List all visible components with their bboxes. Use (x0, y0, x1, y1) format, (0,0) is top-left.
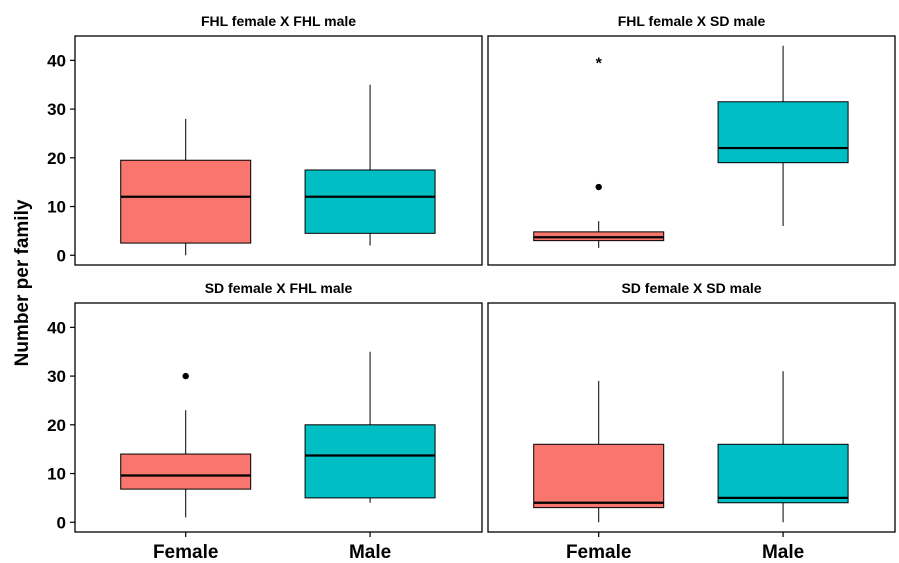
box-female (120, 453, 252, 490)
panel-title: SD female X SD male (621, 280, 761, 296)
y-tick-label: 40 (47, 318, 66, 337)
outlier-star: * (596, 55, 603, 72)
panel-title: FHL female X SD male (618, 13, 766, 29)
y-tick-label: 0 (57, 246, 66, 265)
facet-panel: SD female X FHL male 0 10 20 30 40 Female Male (47, 280, 483, 563)
box-male (717, 101, 849, 164)
panel-title: FHL female X FHL male (201, 13, 356, 29)
x-tick-label: Male (349, 542, 391, 563)
facet-panel: FHL female X SD male * (487, 13, 896, 266)
box-female (120, 159, 252, 244)
y-tick-label: 10 (47, 465, 66, 484)
y-tick-label: 40 (47, 51, 66, 70)
y-tick-label: 20 (47, 416, 66, 435)
x-tick-label: Female (153, 542, 218, 563)
y-tick-label: 30 (47, 100, 66, 119)
box-male (717, 443, 849, 504)
facet-panel: FHL female X FHL male 0 10 20 30 40 (47, 13, 483, 266)
y-axis-label: Number per family (12, 199, 33, 366)
panel-title: SD female X FHL male (205, 280, 353, 296)
y-tick-label: 10 (47, 198, 66, 217)
x-tick-label: Female (566, 542, 631, 563)
y-tick-label: 20 (47, 149, 66, 168)
facet-panel: SD female X SD male Female Male (487, 280, 896, 563)
outlier-point (182, 372, 189, 380)
y-tick-label: 0 (57, 513, 66, 532)
box-female (533, 443, 665, 509)
x-tick-label: Male (762, 542, 804, 563)
outlier-point (595, 183, 602, 191)
y-tick-label: 30 (47, 367, 66, 386)
box-male (304, 169, 436, 234)
box-male (304, 424, 436, 499)
